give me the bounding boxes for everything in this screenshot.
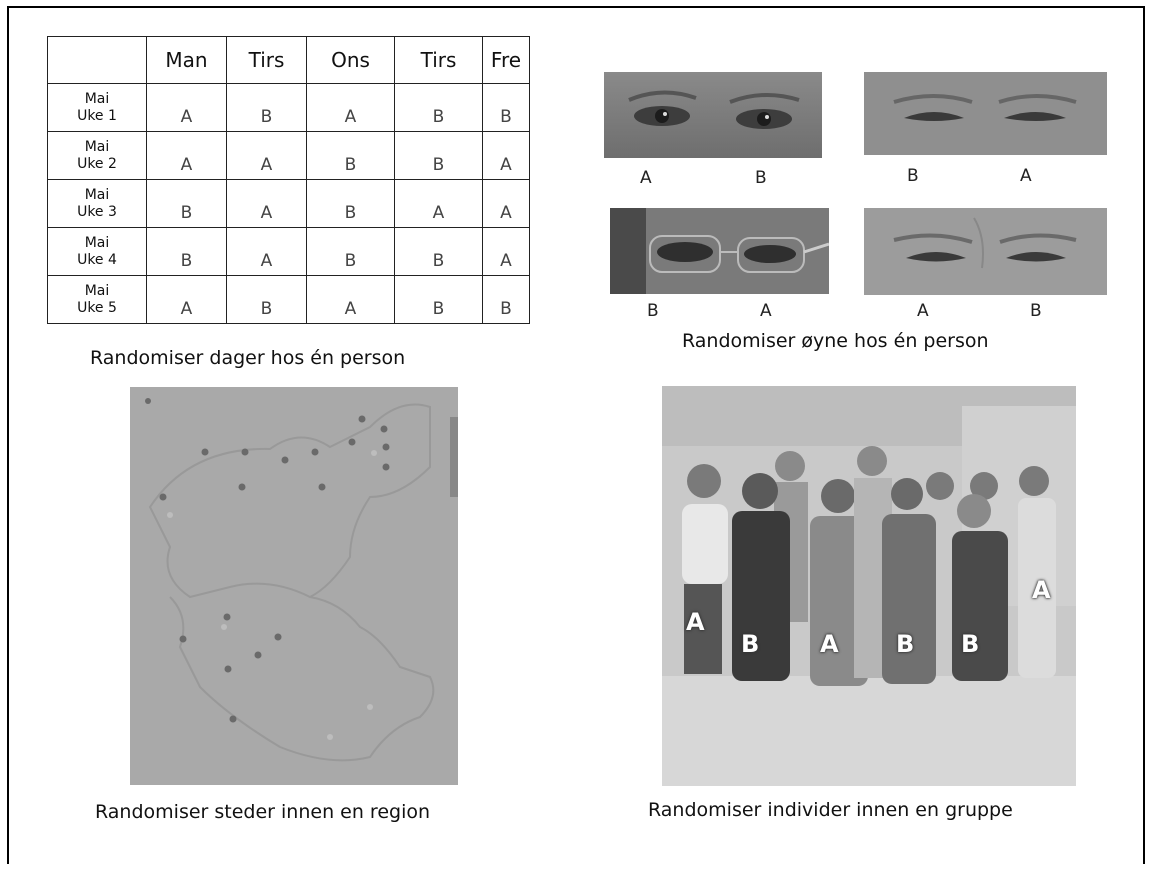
row-label: Mai Uke 3 <box>47 179 147 228</box>
row-month: Mai <box>84 138 110 155</box>
row-month: Mai <box>84 234 110 251</box>
header-day: Ons <box>306 36 395 84</box>
table-row: Mai Uke 4 B A B B A <box>47 227 530 276</box>
table-cell: B <box>226 275 307 324</box>
row-label: Mai Uke 5 <box>47 275 147 324</box>
group-photo: A B A B B A <box>662 386 1076 786</box>
header-day: Man <box>146 36 227 84</box>
table-cell: B <box>482 83 530 132</box>
eyes-image <box>610 208 829 294</box>
table-caption: Randomiser dager hos én person <box>90 347 406 369</box>
eye-label: B <box>647 301 659 321</box>
table-header-row: Man Tirs Ons Tirs Fre <box>47 36 530 84</box>
table-cell: A <box>306 275 395 324</box>
group-letter: A <box>1032 576 1051 604</box>
table-row: Mai Uke 5 A B A B B <box>47 275 530 324</box>
row-week: Uke 1 <box>77 107 117 124</box>
row-month: Mai <box>84 90 110 107</box>
eye-label: A <box>917 301 929 321</box>
table-cell: A <box>146 83 227 132</box>
region-map <box>130 387 458 785</box>
schedule-table: Man Tirs Ons Tirs Fre Mai Uke 1 A B A B B… <box>47 36 530 324</box>
eye-label: A <box>760 301 772 321</box>
header-day: Fre <box>482 36 530 84</box>
eye-label: B <box>1030 301 1042 321</box>
group-letter: B <box>896 630 915 658</box>
row-label: Mai Uke 2 <box>47 131 147 180</box>
eyes-image <box>604 72 822 158</box>
row-label: Mai Uke 4 <box>47 227 147 276</box>
group-letter: B <box>961 630 980 658</box>
table-cell: A <box>146 275 227 324</box>
table-cell: A <box>482 179 530 228</box>
eyes-image <box>864 72 1107 155</box>
table-cell: B <box>146 227 227 276</box>
header-day: Tirs <box>226 36 307 84</box>
row-month: Mai <box>84 186 110 203</box>
row-label: Mai Uke 1 <box>47 83 147 132</box>
header-day: Tirs <box>394 36 483 84</box>
table-cell: A <box>482 227 530 276</box>
table-cell: A <box>226 131 307 180</box>
table-cell: B <box>394 83 483 132</box>
table-cell: B <box>146 179 227 228</box>
row-week: Uke 2 <box>77 155 117 172</box>
group-letter: B <box>741 630 760 658</box>
table-row: Mai Uke 1 A B A B B <box>47 83 530 132</box>
group-letter: A <box>820 630 839 658</box>
row-week: Uke 4 <box>77 251 117 268</box>
table-cell: B <box>394 227 483 276</box>
figure-frame <box>7 6 1145 864</box>
eyes-caption: Randomiser øyne hos én person <box>682 330 989 352</box>
eyes-image <box>864 208 1107 295</box>
table-cell: A <box>226 227 307 276</box>
table-cell: A <box>306 83 395 132</box>
table-row: Mai Uke 2 A A B B A <box>47 131 530 180</box>
table-cell: B <box>306 131 395 180</box>
table-cell: A <box>146 131 227 180</box>
table-cell: B <box>226 83 307 132</box>
row-month: Mai <box>84 282 110 299</box>
eye-label: A <box>640 168 652 188</box>
row-week: Uke 3 <box>77 203 117 220</box>
table-cell: A <box>226 179 307 228</box>
table-cell: A <box>394 179 483 228</box>
table-cell: B <box>482 275 530 324</box>
table-cell: A <box>482 131 530 180</box>
eye-label: A <box>1020 166 1032 186</box>
table-cell: B <box>306 227 395 276</box>
header-corner <box>47 36 147 84</box>
table-cell: B <box>394 131 483 180</box>
table-cell: B <box>306 179 395 228</box>
eye-label: B <box>907 166 919 186</box>
table-cell: B <box>394 275 483 324</box>
group-caption: Randomiser individer innen en gruppe <box>648 799 1013 821</box>
row-week: Uke 5 <box>77 299 117 316</box>
map-caption: Randomiser steder innen en region <box>95 801 431 823</box>
group-letter: A <box>686 608 705 636</box>
table-row: Mai Uke 3 B A B A A <box>47 179 530 228</box>
eye-label: B <box>755 168 767 188</box>
